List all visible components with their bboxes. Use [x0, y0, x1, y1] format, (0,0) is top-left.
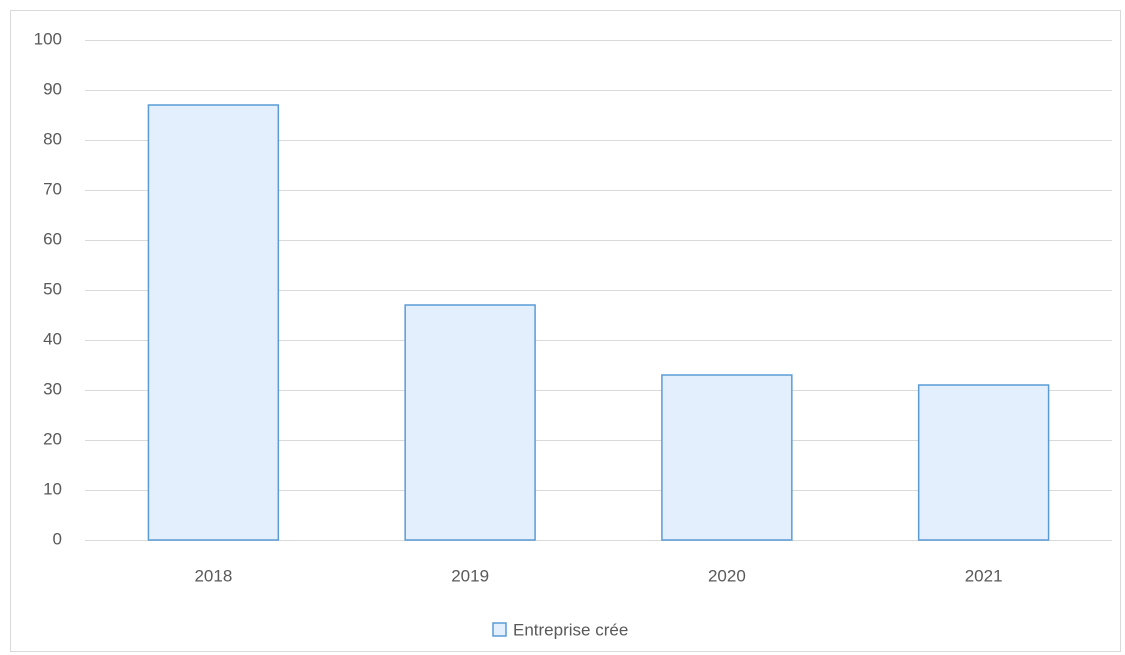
x-tick-label: 2019 — [451, 566, 489, 585]
y-tick-label: 0 — [53, 529, 62, 548]
y-tick-label: 100 — [34, 29, 62, 48]
bar — [404, 304, 536, 541]
y-tick-label: 30 — [43, 379, 62, 398]
y-tick-label: 20 — [43, 429, 62, 448]
y-tick-label: 40 — [43, 329, 62, 348]
y-tick-label: 10 — [43, 479, 62, 498]
bar — [917, 384, 1050, 541]
bar — [661, 374, 793, 541]
legend-label: Entreprise crée — [513, 620, 628, 639]
y-tick-label: 50 — [43, 279, 62, 298]
y-tick-label: 80 — [43, 129, 62, 148]
x-tick-label: 2020 — [708, 566, 746, 585]
x-tick-label: 2018 — [194, 566, 232, 585]
y-tick-label: 90 — [43, 79, 62, 98]
y-tick-label: 60 — [43, 229, 62, 248]
y-tick-label: 70 — [43, 179, 62, 198]
legend-swatch — [492, 622, 507, 637]
bar — [147, 104, 280, 541]
x-tick-label: 2021 — [965, 566, 1003, 585]
